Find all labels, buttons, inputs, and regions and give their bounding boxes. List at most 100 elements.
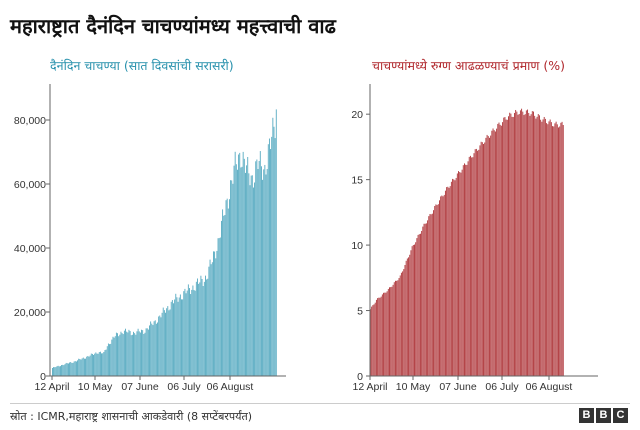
source-note: स्रोत : ICMR,महाराष्ट्र शासनाची आकडेवारी… — [10, 410, 253, 423]
bar — [137, 328, 139, 376]
bar — [486, 134, 488, 376]
bar — [120, 331, 122, 376]
bar — [540, 119, 542, 376]
bar — [383, 292, 385, 376]
bar — [384, 292, 386, 376]
bar — [146, 328, 148, 376]
bar — [139, 332, 141, 376]
bar — [248, 173, 250, 376]
bar — [422, 226, 424, 376]
bar — [151, 323, 153, 376]
bar — [181, 299, 182, 376]
x-tick-label: 07 June — [439, 381, 477, 393]
bar — [106, 346, 108, 376]
bar — [240, 167, 242, 376]
y-tick-label: 5 — [357, 306, 363, 318]
bar — [398, 278, 400, 376]
bar — [273, 126, 275, 376]
bar — [548, 121, 550, 377]
bar — [510, 113, 512, 376]
bar — [160, 317, 162, 376]
bar — [149, 325, 150, 376]
bar — [524, 114, 526, 377]
bar — [77, 360, 79, 376]
bar — [531, 111, 533, 377]
bar — [64, 364, 66, 376]
bar — [456, 173, 458, 376]
bar — [73, 361, 75, 376]
bar — [528, 112, 530, 376]
bar — [187, 284, 189, 376]
bar — [214, 251, 216, 376]
bar — [408, 257, 410, 376]
bar — [207, 278, 209, 376]
bar — [159, 315, 161, 376]
bar — [65, 362, 67, 376]
bar — [489, 137, 490, 376]
bar — [101, 353, 102, 376]
bar — [95, 352, 97, 376]
bar — [496, 128, 498, 376]
bar — [170, 301, 172, 376]
bar — [94, 353, 96, 376]
bar — [165, 312, 166, 376]
bar — [272, 117, 274, 377]
bar — [75, 361, 77, 376]
bar — [275, 109, 277, 377]
bar — [411, 246, 413, 376]
bar — [262, 179, 264, 376]
bar — [485, 137, 487, 376]
bar — [416, 238, 418, 376]
bar — [405, 260, 407, 376]
bar — [492, 128, 494, 376]
bar — [72, 362, 74, 376]
bar — [393, 282, 395, 376]
bar — [153, 321, 155, 376]
bar — [155, 323, 157, 376]
bar — [517, 114, 519, 376]
y-tick-label: 0 — [40, 371, 46, 383]
bar — [179, 294, 181, 376]
bar — [186, 290, 188, 376]
y-tick-label: 80,000 — [14, 115, 46, 127]
bar — [472, 157, 474, 376]
bar — [399, 275, 401, 376]
bar — [417, 234, 419, 376]
logo-letter: C — [613, 408, 628, 423]
bar — [535, 118, 537, 377]
bar — [558, 127, 559, 377]
bar — [509, 112, 511, 377]
bar — [559, 126, 561, 376]
bar — [515, 109, 517, 376]
logo-letter: B — [579, 408, 594, 423]
bar — [185, 293, 187, 376]
bar — [402, 271, 404, 376]
bar — [88, 356, 90, 376]
x-tick-label: 06 August — [526, 381, 573, 393]
bar — [215, 258, 217, 376]
bar — [112, 336, 114, 376]
bar — [122, 334, 124, 376]
bar — [519, 110, 521, 376]
bar — [117, 333, 118, 376]
bar — [549, 119, 551, 377]
bar — [484, 142, 486, 376]
bar — [63, 365, 65, 376]
bar — [542, 119, 544, 377]
bar — [560, 122, 562, 376]
y-tick-label: 20 — [351, 109, 363, 121]
bar — [83, 358, 85, 376]
bar — [460, 172, 462, 376]
bar — [440, 196, 442, 376]
bar — [107, 343, 109, 376]
bar — [502, 122, 504, 376]
bar — [142, 330, 144, 376]
bar — [57, 365, 59, 376]
bar — [265, 174, 267, 376]
bar — [87, 355, 89, 376]
bar — [429, 214, 431, 376]
bar — [232, 183, 234, 376]
bar — [433, 210, 435, 376]
bar — [412, 244, 414, 376]
